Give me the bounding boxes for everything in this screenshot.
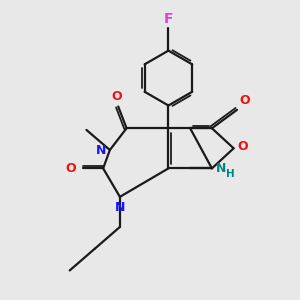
- Text: N: N: [95, 143, 106, 157]
- Text: O: O: [111, 90, 122, 103]
- Text: H: H: [226, 169, 234, 179]
- Text: O: O: [239, 94, 250, 106]
- Text: O: O: [238, 140, 248, 153]
- Text: N: N: [216, 162, 226, 175]
- Text: F: F: [164, 11, 173, 26]
- Text: N: N: [115, 201, 125, 214]
- Text: O: O: [66, 162, 76, 175]
